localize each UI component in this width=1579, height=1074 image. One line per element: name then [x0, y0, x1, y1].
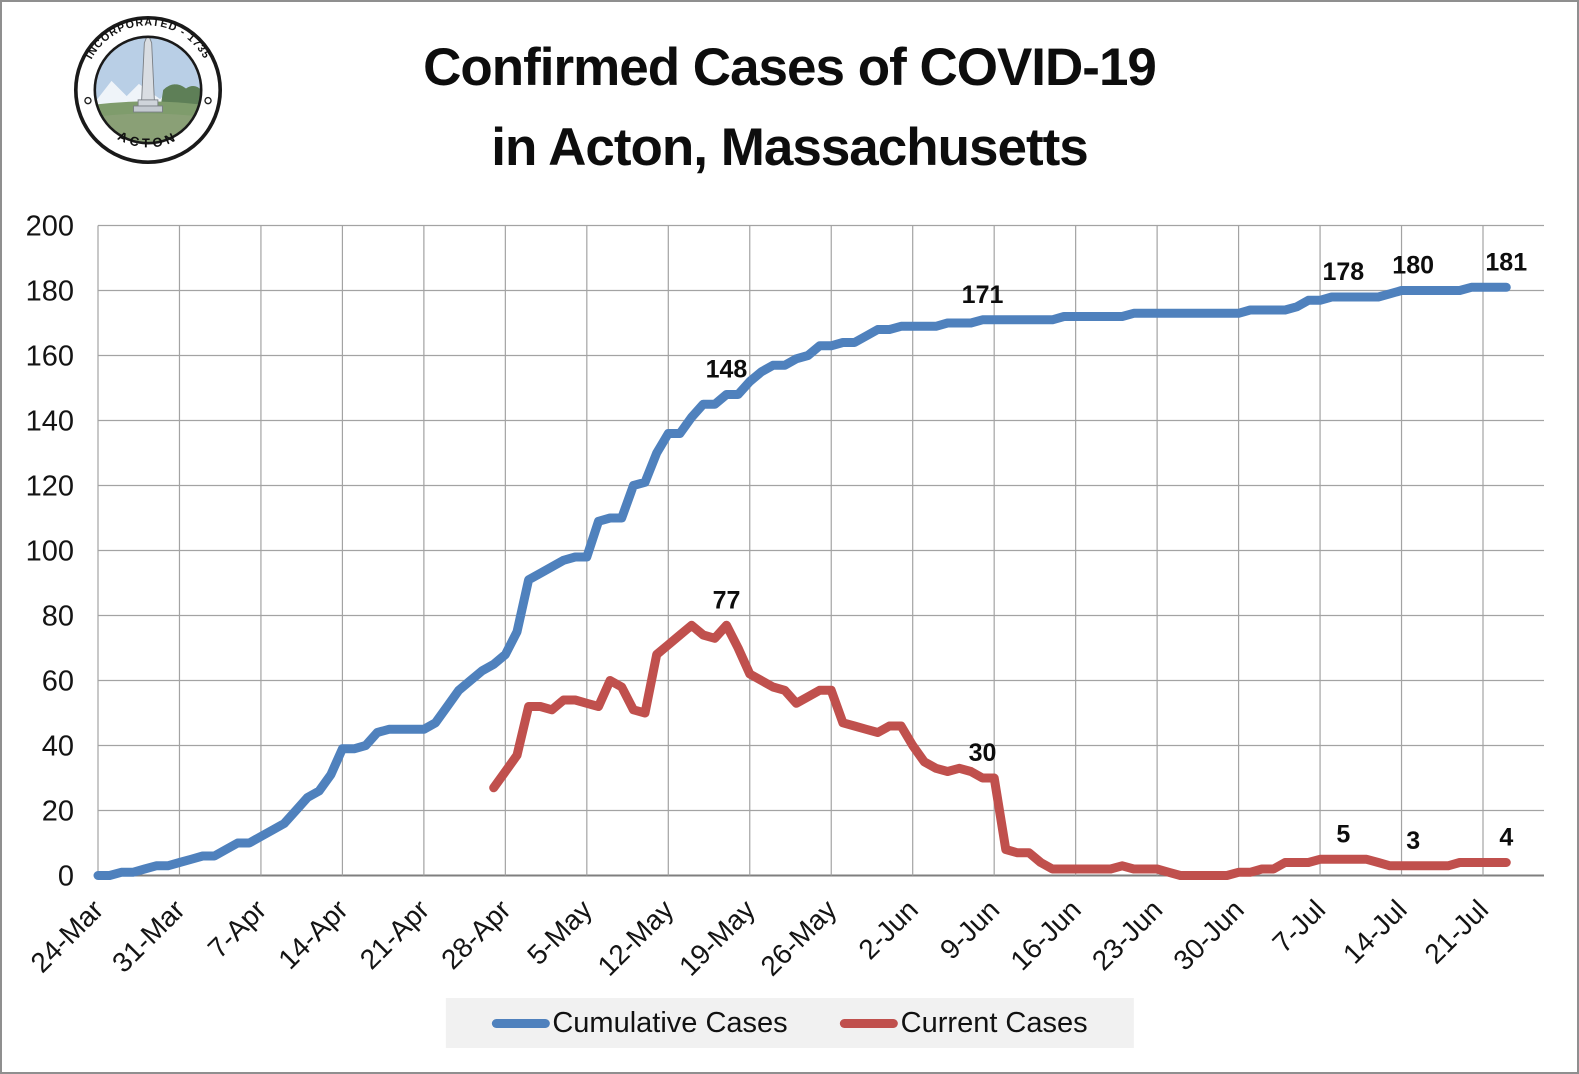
legend-item-cumulative: Cumulative Cases	[491, 1006, 788, 1040]
x-tick-label: 19-May	[673, 894, 761, 982]
x-tick-label: 5-May	[521, 894, 598, 971]
x-tick-label: 31-Mar	[106, 894, 191, 979]
x-tick-label: 9-Jun	[934, 894, 1005, 965]
data-label-178: 178	[1322, 258, 1364, 286]
seal-right-rosette	[204, 96, 212, 105]
chart-title: Confirmed Cases of COVID-19 in Acton, Ma…	[2, 28, 1577, 187]
x-tick-label: 7-Jul	[1266, 894, 1331, 959]
y-tick-label: 20	[42, 796, 74, 828]
x-tick-label: 30-Jun	[1167, 894, 1249, 976]
data-label-171: 171	[962, 281, 1004, 309]
x-tick-label: 26-May	[755, 894, 843, 982]
y-tick-label: 40	[42, 731, 74, 763]
x-tick-label: 2-Jun	[852, 894, 923, 965]
seal-left-rosette	[84, 96, 92, 105]
seal-bottom-text: ACTON	[115, 128, 180, 150]
x-tick-label: 23-Jun	[1086, 894, 1168, 976]
acton-town-seal: INCORPORATED - 1735 ACTON	[73, 15, 223, 165]
data-label-5: 5	[1336, 820, 1350, 848]
x-tick-label: 28-Apr	[435, 894, 516, 975]
y-tick-label: 200	[26, 211, 74, 243]
chart-title-line1: Confirmed Cases of COVID-19	[423, 38, 1157, 97]
data-label-181: 181	[1485, 248, 1527, 276]
data-label-180: 180	[1392, 252, 1434, 280]
data-label-3: 3	[1406, 827, 1420, 855]
legend-label-cumulative: Cumulative Cases	[552, 1006, 788, 1039]
data-label-148: 148	[706, 356, 748, 384]
y-tick-label: 80	[42, 601, 74, 633]
x-tick-label: 14-Apr	[272, 894, 353, 975]
y-tick-label: 180	[26, 276, 74, 308]
series-line-current-cases	[489, 620, 1511, 880]
y-tick-label: 120	[26, 471, 74, 503]
data-label-4: 4	[1499, 824, 1513, 852]
series-line-cumulative-cases	[93, 282, 1511, 880]
data-label-30: 30	[969, 739, 997, 767]
y-tick-label: 140	[26, 406, 74, 438]
cumulative-cases-line-swatch	[491, 1018, 550, 1028]
y-tick-label: 100	[26, 536, 74, 568]
legend-label-current: Current Cases	[900, 1006, 1088, 1039]
chart-title-line2: in Acton, Massachusetts	[491, 117, 1088, 177]
x-tick-label: 12-May	[592, 894, 680, 982]
y-tick-label: 0	[58, 861, 74, 893]
x-tick-label: 21-Apr	[354, 894, 435, 975]
chart-legend: Cumulative Cases Current Cases	[445, 998, 1134, 1048]
legend-item-current: Current Cases	[839, 1006, 1088, 1040]
x-tick-label: 7-Apr	[202, 894, 272, 964]
x-tick-label: 24-Mar	[25, 894, 110, 979]
y-tick-label: 160	[26, 341, 74, 373]
x-tick-label: 14-Jul	[1337, 894, 1413, 970]
x-tick-label: 16-Jun	[1004, 894, 1086, 976]
data-label-77: 77	[713, 586, 741, 614]
seal-inner-ring	[93, 35, 203, 145]
current-cases-line-swatch	[839, 1018, 898, 1028]
y-tick-label: 60	[42, 666, 74, 698]
x-tick-label: 21-Jul	[1418, 894, 1494, 970]
